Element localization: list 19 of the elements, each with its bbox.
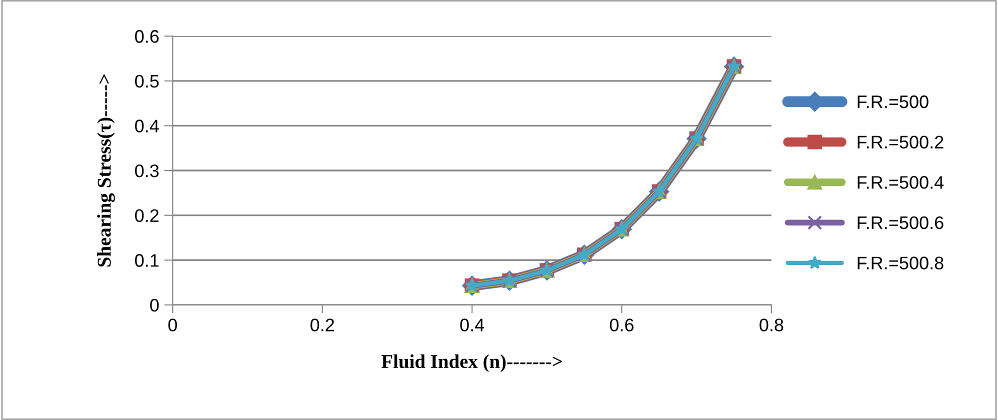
y-tick-label: 0.5 [135, 74, 159, 88]
x-tick-label: 0 [168, 318, 177, 332]
x-tick-label: 0.8 [760, 318, 784, 332]
legend-label: F.R.=500.2 [858, 136, 944, 149]
y-tick-label: 0.1 [135, 254, 159, 267]
x-tick-label: 0.6 [610, 318, 634, 332]
legend-label: F.R.=500.4 [858, 176, 944, 189]
y-tick-label: 0.6 [135, 30, 159, 43]
x-tick-label: 0.2 [310, 318, 334, 332]
y-tick-label: 0 [150, 298, 159, 312]
y-tick-label: 0.4 [135, 120, 159, 132]
x-tick-label: 0.4 [460, 318, 484, 332]
legend-label: F.R.=500.6 [858, 216, 944, 230]
y-tick-label: 0.3 [135, 164, 159, 178]
legend-label: F.R.=500 [858, 95, 928, 108]
legend-label: F.R.=500.8 [858, 256, 944, 270]
y-axis-title: Shearing Stress(τ)-----> [97, 74, 115, 267]
y-tick-label: 0.2 [135, 209, 159, 222]
x-axis-title: Fluid Index (n)-------> [382, 354, 562, 372]
